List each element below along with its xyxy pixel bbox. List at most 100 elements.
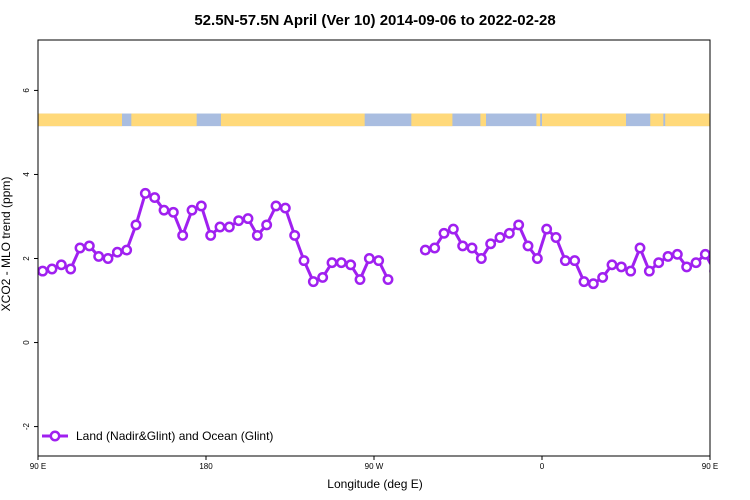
data-point (46, 263, 58, 275)
x-tick-label: 90 E (30, 462, 46, 471)
band-land (542, 113, 626, 127)
data-point (438, 227, 450, 239)
y-axis-label: XCO2 - MLO trend (ppm) (0, 177, 13, 312)
data-point (513, 219, 525, 231)
data-point (457, 240, 469, 252)
data-point (326, 257, 338, 269)
data-point (242, 213, 254, 225)
data-point (653, 257, 665, 269)
band-land (38, 113, 122, 127)
series-line (425, 223, 710, 286)
data-point (111, 246, 123, 258)
surface-band (38, 113, 710, 127)
data-point (186, 204, 198, 216)
legend: Land (Nadir&Glint) and Ocean (Glint) (42, 429, 273, 443)
data-point (690, 257, 702, 269)
data-point (671, 248, 683, 260)
data-point (475, 253, 487, 264)
y-tick-label: 0 (22, 340, 31, 345)
data-point (289, 229, 301, 241)
data-point (662, 250, 674, 262)
data-point (419, 244, 431, 256)
x-tick-label: 90 W (365, 462, 384, 471)
data-point (139, 187, 151, 199)
legend-marker (49, 430, 61, 442)
data-point (177, 229, 189, 241)
data-point (74, 242, 86, 254)
data-point (130, 219, 142, 231)
band-land (131, 113, 197, 127)
y-tick-label: 6 (22, 88, 31, 93)
data-point (102, 253, 114, 264)
plot-frame (37, 39, 711, 457)
band-land (220, 113, 365, 127)
band-land (536, 113, 541, 127)
data-point (373, 255, 385, 267)
data-point (494, 232, 506, 243)
data-point (38, 265, 49, 277)
data-point (363, 253, 375, 264)
band-land (480, 113, 486, 127)
data-point (335, 257, 347, 269)
data-point (65, 263, 77, 275)
data-point (606, 259, 618, 271)
data-point (699, 248, 710, 260)
band-land (665, 113, 710, 127)
data-point (720, 265, 728, 273)
y-tick-label: 2 (22, 256, 31, 261)
data-point (569, 255, 581, 267)
data-point (55, 259, 67, 271)
data-point (195, 200, 207, 212)
x-axis-label: Longitude (deg E) (327, 477, 422, 491)
data-point (233, 215, 245, 227)
data-point (214, 221, 226, 233)
data-point (261, 219, 273, 231)
data-point (485, 238, 497, 250)
data-point (429, 242, 441, 254)
axes-layer: -2 0 2 4 6 90 E 180 90 W 0 90 E (22, 39, 718, 471)
data-point (121, 244, 133, 256)
chart-title: 52.5N-57.5N April (Ver 10) 2014-09-06 to… (194, 12, 555, 29)
data-point (597, 271, 609, 283)
data-point (559, 255, 571, 267)
data-point (307, 276, 319, 288)
data-point (681, 261, 693, 273)
data-point (447, 223, 459, 235)
data-point (354, 274, 366, 285)
data-point (587, 278, 599, 290)
data-point (625, 265, 637, 277)
data-point (382, 274, 394, 285)
data-point (223, 221, 235, 233)
data-point (167, 206, 179, 218)
data-point (729, 261, 737, 269)
data-point (83, 240, 95, 252)
data-point (466, 242, 478, 254)
data-point (205, 229, 217, 241)
data-point (738, 265, 746, 273)
data-point (531, 253, 543, 264)
data-point (643, 265, 655, 277)
data-point (158, 204, 170, 216)
data-point (541, 223, 553, 235)
data-point (578, 276, 590, 288)
y-tick-label: 4 (22, 172, 31, 177)
band-land (411, 113, 453, 127)
data-point (270, 200, 282, 212)
band-land (650, 113, 664, 127)
data-point (550, 232, 562, 243)
data-point (503, 227, 515, 239)
y-tick-label: -2 (22, 422, 31, 430)
x-tick-label: 90 E (702, 462, 718, 471)
x-tick-label: 180 (199, 462, 213, 471)
x-tick-label: 0 (540, 462, 545, 471)
data-point (709, 268, 710, 274)
data-point (149, 192, 161, 204)
data-point (345, 259, 357, 271)
data-point (317, 271, 329, 283)
data-point (251, 229, 263, 241)
data-point (279, 202, 291, 214)
data-point (522, 240, 534, 252)
data-point (93, 250, 105, 262)
legend-label: Land (Nadir&Glint) and Ocean (Glint) (76, 429, 273, 443)
